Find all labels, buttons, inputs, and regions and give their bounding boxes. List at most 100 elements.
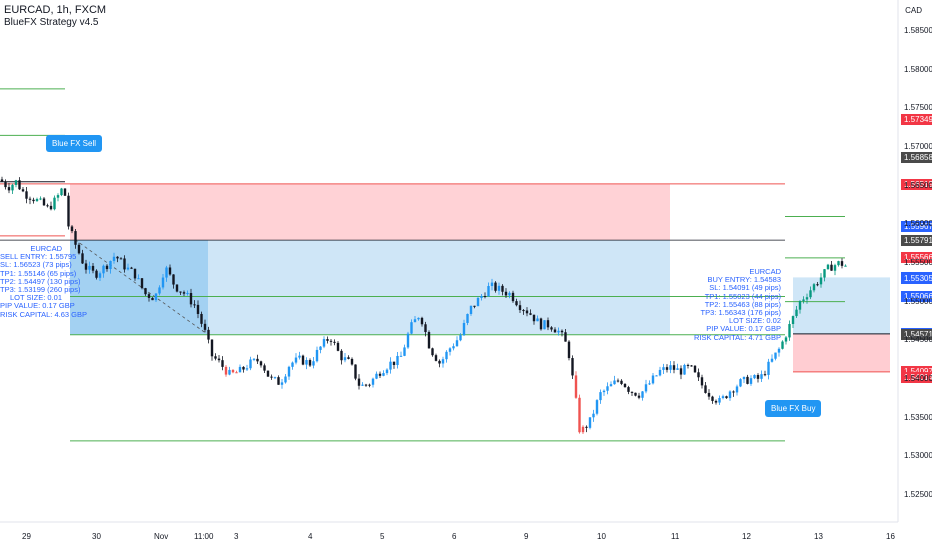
candle-body: [315, 349, 319, 362]
candle-body: [651, 375, 655, 384]
candle-body: [11, 184, 14, 191]
price-tick-label: 1.54000: [904, 373, 932, 383]
price-tick-label: 1.57000: [904, 141, 932, 151]
candle-body: [469, 305, 473, 314]
candle-body: [420, 317, 424, 325]
candle-body: [84, 263, 88, 270]
candle-body: [798, 300, 802, 310]
price-tag: 1.54097: [901, 365, 932, 377]
candle-body: [676, 368, 679, 370]
sell-profit-zone-active: [70, 240, 208, 335]
candle-body: [504, 291, 508, 296]
time-tick-label: 4: [308, 532, 313, 541]
candle-body: [805, 297, 809, 300]
candle-body: [417, 317, 420, 320]
price-tick-label: 1.56000: [904, 219, 932, 229]
chart-title: EURCAD, 1h, FXCM: [4, 4, 107, 16]
candle-body: [312, 361, 315, 366]
candle-body: [644, 384, 648, 392]
price-tick-label: 1.55500: [904, 257, 932, 267]
candle-body: [224, 366, 228, 375]
candle-body: [305, 360, 308, 365]
candle-body: [511, 292, 515, 302]
candle-body: [476, 297, 480, 307]
candle-body: [410, 322, 413, 334]
candle-body: [25, 191, 28, 199]
candle-body: [14, 180, 18, 185]
candle-body: [228, 369, 231, 375]
candle-body: [641, 391, 644, 398]
candle-body: [753, 375, 756, 379]
candle-body: [497, 285, 501, 291]
price-tick-label: 1.52500: [904, 489, 932, 499]
candle-body: [291, 362, 294, 367]
candle-body: [126, 267, 130, 270]
candle-body: [39, 198, 42, 200]
price-tick-label: 1.56500: [904, 180, 932, 190]
candle-body: [46, 205, 49, 207]
candle-body: [431, 348, 434, 356]
candle-body: [301, 355, 305, 365]
candle-body: [756, 375, 760, 379]
candle-body: [515, 301, 518, 306]
candle-body: [707, 392, 711, 397]
candle-body: [207, 329, 210, 340]
price-tick-label: 1.58000: [904, 64, 932, 74]
candle-body: [242, 366, 245, 370]
price-tag: 1.55066: [901, 290, 932, 302]
candle-body: [434, 355, 438, 361]
candle-body: [266, 370, 270, 377]
candle-body: [700, 377, 704, 386]
candle-body: [336, 342, 340, 351]
candle-body: [63, 188, 67, 196]
candle-body: [217, 358, 221, 361]
time-tick-label: 13: [814, 532, 823, 541]
candle-body: [403, 347, 406, 356]
candle-body: [340, 350, 343, 361]
time-tick-label: Nov: [154, 532, 169, 541]
candle-body: [455, 340, 459, 347]
candle-body: [844, 265, 847, 267]
candle-body: [382, 373, 385, 376]
candle-body: [658, 369, 662, 376]
candle-body: [119, 258, 123, 260]
candle-body: [508, 292, 511, 296]
candle-body: [445, 351, 448, 360]
candle-body: [711, 396, 714, 401]
candle-body: [165, 267, 168, 278]
candle-body: [280, 382, 284, 385]
candle-body: [95, 270, 98, 278]
candle-body: [781, 341, 784, 349]
candle-body: [259, 361, 263, 366]
candle-body: [396, 355, 399, 366]
candle-body: [697, 372, 700, 378]
candle-body: [791, 316, 795, 325]
candle-body: [175, 284, 179, 292]
candle-body: [518, 305, 522, 311]
candle-body: [655, 375, 658, 377]
candle-body: [231, 369, 235, 373]
candle-body: [452, 346, 455, 349]
candle-body: [270, 376, 273, 378]
candle-body: [795, 309, 798, 317]
candle-body: [819, 277, 823, 285]
candle-body: [767, 361, 770, 375]
candle-body: [560, 330, 564, 333]
candle-body: [578, 397, 581, 433]
candle-body: [56, 195, 60, 198]
indicator-name[interactable]: BlueFX Strategy v4.5: [4, 17, 99, 28]
candle-body: [196, 304, 200, 314]
candle-body: [249, 359, 252, 369]
candle-body: [693, 365, 697, 373]
candle-body: [648, 383, 651, 385]
time-tick-label: 16: [886, 532, 895, 541]
candle-body: [350, 358, 354, 365]
candle-body: [333, 341, 336, 343]
price-tick-label: 1.53500: [904, 412, 932, 422]
candle-body: [539, 318, 543, 330]
candle-body: [123, 258, 126, 270]
candle-body: [189, 292, 193, 305]
candle-body: [4, 181, 7, 188]
candle-body: [665, 367, 669, 370]
